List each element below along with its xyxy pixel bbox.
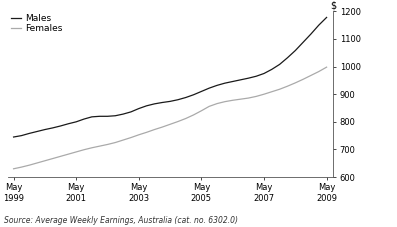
Females xyxy=(183,117,188,120)
Females xyxy=(144,131,149,134)
Females xyxy=(199,109,204,112)
Females xyxy=(121,139,125,141)
Females xyxy=(168,123,172,126)
Females xyxy=(222,100,227,103)
Males xyxy=(105,115,110,118)
Females xyxy=(105,143,110,146)
Females xyxy=(308,74,313,77)
Females xyxy=(254,95,258,98)
Males xyxy=(183,96,188,99)
Males xyxy=(254,75,258,78)
Line: Females: Females xyxy=(13,67,327,169)
Females xyxy=(89,146,94,149)
Females xyxy=(262,93,266,96)
Males xyxy=(11,136,16,138)
Males xyxy=(89,116,94,118)
Females xyxy=(175,120,180,123)
Females xyxy=(66,153,71,155)
Females xyxy=(285,85,290,88)
Males xyxy=(35,130,39,133)
Males xyxy=(58,125,63,127)
Females xyxy=(324,66,329,69)
Females xyxy=(316,70,321,73)
Males xyxy=(152,103,157,105)
Females xyxy=(27,164,32,167)
Males xyxy=(121,113,125,116)
Males xyxy=(27,132,32,135)
Males xyxy=(199,90,204,93)
Females xyxy=(50,157,55,160)
Females xyxy=(19,166,24,168)
Females xyxy=(129,136,133,139)
Males xyxy=(74,121,79,123)
Females xyxy=(137,133,141,136)
Males xyxy=(66,122,71,125)
Females xyxy=(113,141,118,144)
Males xyxy=(230,80,235,83)
Females xyxy=(152,128,157,131)
Females xyxy=(246,97,251,99)
Males xyxy=(175,98,180,101)
Males xyxy=(238,79,243,81)
Males xyxy=(129,111,133,113)
Males xyxy=(160,101,165,104)
Males xyxy=(246,77,251,79)
Females xyxy=(230,99,235,102)
Males xyxy=(82,118,87,120)
Males xyxy=(113,114,118,117)
Males xyxy=(50,126,55,129)
Males xyxy=(144,104,149,107)
Males xyxy=(191,93,196,96)
Males xyxy=(222,82,227,84)
Females xyxy=(301,78,306,81)
Males xyxy=(277,63,282,66)
Males xyxy=(285,56,290,59)
Males xyxy=(324,16,329,19)
Females xyxy=(270,90,274,93)
Females xyxy=(74,151,79,153)
Females xyxy=(207,105,212,108)
Males xyxy=(137,107,141,110)
Males xyxy=(270,68,274,71)
Females xyxy=(293,81,298,84)
Males xyxy=(207,87,212,89)
Males xyxy=(262,72,266,75)
Males xyxy=(308,33,313,35)
Females xyxy=(191,114,196,116)
Males xyxy=(316,24,321,27)
Text: $: $ xyxy=(330,0,337,10)
Males xyxy=(42,128,47,131)
Females xyxy=(277,88,282,91)
Females xyxy=(238,98,243,101)
Text: Source: Average Weekly Earnings, Australia (cat. no. 6302.0): Source: Average Weekly Earnings, Austral… xyxy=(4,216,238,225)
Females xyxy=(215,102,220,105)
Males xyxy=(19,134,24,137)
Females xyxy=(11,167,16,170)
Males xyxy=(97,115,102,118)
Legend: Males, Females: Males, Females xyxy=(10,13,64,34)
Males xyxy=(215,84,220,87)
Females xyxy=(160,126,165,128)
Females xyxy=(35,162,39,164)
Males xyxy=(301,41,306,44)
Females xyxy=(42,159,47,162)
Males xyxy=(168,100,172,103)
Females xyxy=(82,148,87,151)
Males xyxy=(293,49,298,52)
Females xyxy=(97,145,102,148)
Line: Males: Males xyxy=(13,17,327,137)
Females xyxy=(58,155,63,158)
